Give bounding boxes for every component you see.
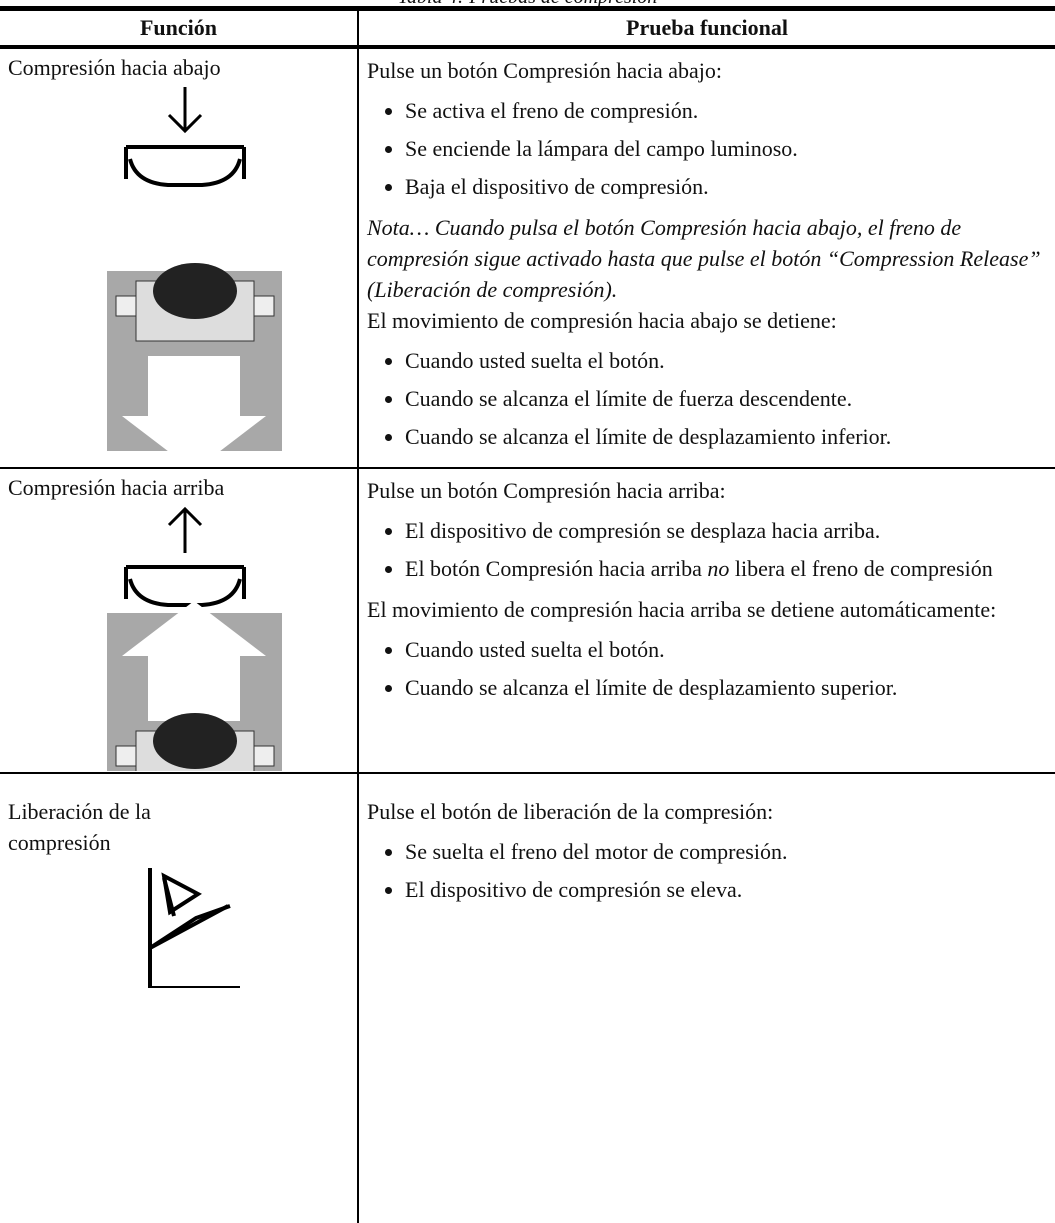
header: Prueba funcional [357,8,1055,49]
item: El botón Compresión hacia arriba no libe… [405,556,1047,582]
intro: El movimiento de compresión hacia arriba… [367,597,997,622]
item: Cuando se alcanza el límite de desplazam… [405,424,1047,450]
item: Cuando se alcanza el límite de desplazam… [405,675,1047,701]
note: Nota… Cuando pulsa el botón Compresión h… [367,215,1041,302]
text: El dispositivo de compresión se desplaza… [405,518,881,543]
cell: Pulse un botón Compresión hacia arriba: … [357,468,1055,774]
cell: Compresión hacia arriba [0,468,358,774]
function: Compresión hacia arriba [8,475,225,500]
item: El dispositivo de compresión se desplaza… [405,518,1047,544]
intro: El movimiento de compresión hacia abajo … [367,308,837,333]
item: Se suelta el freno del motor de compresi… [405,839,1047,865]
icon [107,87,282,451]
item: Se activa el freno de compresión. [405,98,1047,124]
header: Función [0,8,358,49]
function: Liberación de la compresión [8,799,151,855]
item: Cuando usted suelta el botón. [405,348,1047,374]
cell: Liberación de la compresión [0,773,358,1223]
table: Función Prueba funcional Compresión hacia… [0,6,1055,1223]
item: El dispositivo de compresión se eleva. [405,877,1047,903]
item: Baja el dispositivo de compresión. [405,174,1047,200]
icon [107,506,282,771]
item: Cuando usted suelta el botón. [405,637,1047,663]
caption: Tabla 4: Pruebas de compresión [0,0,1055,9]
text: libera el freno de compresión [729,556,993,581]
icon [148,868,240,988]
function: Compresión hacia abajo [8,55,221,80]
intro: Pulse un botón Compresión hacia abajo: [367,58,722,83]
cell: Compresión hacia abajo [0,47,358,469]
cell: Pulse el botón de liberación de la compr… [357,773,1055,1223]
emphasis: no [707,556,730,581]
text: El botón Compresión hacia arriba [405,556,708,581]
item: Se enciende la lámpara del campo luminos… [405,136,1047,162]
item: Cuando se alcanza el límite de fuerza de… [405,386,1047,412]
intro: Pulse el botón de liberación de la compr… [367,799,774,824]
cell: Pulse un botón Compresión hacia abajo: S… [357,47,1055,469]
intro: Pulse un botón Compresión hacia arriba: [367,478,726,503]
